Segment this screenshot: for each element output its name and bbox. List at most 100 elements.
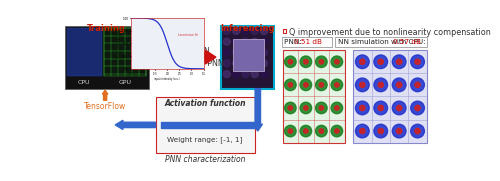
Circle shape (304, 106, 308, 110)
Circle shape (415, 82, 420, 87)
Text: CPU: CPU (78, 80, 90, 85)
Circle shape (284, 56, 296, 68)
Text: Inferencing: Inferencing (220, 24, 275, 33)
Circle shape (374, 78, 388, 92)
Circle shape (224, 49, 230, 56)
Circle shape (331, 125, 342, 137)
Circle shape (378, 129, 384, 134)
Circle shape (232, 49, 239, 56)
Text: 0.57 dB: 0.57 dB (394, 39, 421, 45)
Circle shape (284, 125, 296, 137)
Text: Lorentzian fit: Lorentzian fit (178, 33, 198, 37)
Circle shape (410, 124, 424, 138)
Circle shape (415, 59, 420, 64)
Circle shape (316, 125, 327, 137)
Circle shape (331, 56, 342, 68)
Text: GPU: GPU (119, 80, 132, 85)
Bar (282, 37, 332, 47)
Circle shape (300, 79, 312, 90)
FancyArrow shape (253, 89, 262, 131)
FancyArrow shape (115, 120, 156, 130)
Circle shape (319, 60, 324, 64)
Circle shape (242, 49, 249, 56)
Circle shape (304, 60, 308, 64)
Circle shape (316, 56, 327, 68)
Circle shape (224, 60, 230, 67)
Circle shape (300, 125, 312, 137)
Text: Mapping NN
parameters to PNN: Mapping NN parameters to PNN (146, 47, 224, 68)
Circle shape (260, 71, 268, 77)
Circle shape (260, 28, 268, 34)
Circle shape (260, 60, 268, 67)
Bar (282, 29, 286, 33)
Circle shape (224, 71, 230, 77)
Circle shape (374, 101, 388, 115)
Bar (353, 50, 427, 143)
Circle shape (300, 56, 312, 68)
Text: 0.51 dB: 0.51 dB (294, 39, 322, 45)
Bar (222, 26, 274, 89)
Circle shape (378, 59, 384, 64)
Circle shape (378, 82, 384, 87)
Circle shape (378, 105, 384, 111)
Y-axis label: Photon. intensity (a.u.): Photon. intensity (a.u.) (117, 29, 121, 58)
Circle shape (356, 78, 369, 92)
Circle shape (360, 82, 365, 87)
Bar (104, 28, 146, 76)
Text: Q improvement due to nonlinearity compensation: Q improvement due to nonlinearity compen… (289, 28, 490, 37)
Circle shape (284, 79, 296, 90)
Circle shape (251, 49, 258, 56)
Circle shape (334, 106, 339, 110)
Text: Activation function: Activation function (164, 99, 246, 108)
Circle shape (334, 129, 339, 133)
Circle shape (316, 79, 327, 90)
Circle shape (392, 101, 406, 115)
Circle shape (251, 60, 258, 67)
Circle shape (224, 38, 230, 45)
Circle shape (410, 55, 424, 69)
Text: TensorFlow: TensorFlow (84, 102, 126, 111)
Circle shape (392, 55, 406, 69)
Bar (67, 28, 102, 76)
Circle shape (251, 28, 258, 34)
Circle shape (410, 78, 424, 92)
Circle shape (334, 83, 339, 87)
Circle shape (284, 102, 296, 114)
Circle shape (232, 60, 239, 67)
Circle shape (319, 129, 324, 133)
Text: PNN characterization: PNN characterization (165, 155, 246, 164)
Circle shape (232, 71, 239, 77)
Circle shape (360, 129, 365, 134)
Circle shape (415, 129, 420, 134)
Text: Weight range: [-1, 1]: Weight range: [-1, 1] (168, 136, 242, 143)
Circle shape (360, 105, 365, 111)
Circle shape (304, 129, 308, 133)
Circle shape (396, 105, 402, 111)
FancyArrow shape (102, 90, 108, 100)
Circle shape (304, 83, 308, 87)
Circle shape (288, 106, 292, 110)
Circle shape (319, 106, 324, 110)
Text: NN simulation with CPU:: NN simulation with CPU: (338, 39, 428, 45)
Circle shape (251, 71, 258, 77)
Circle shape (300, 102, 312, 114)
Circle shape (356, 101, 369, 115)
Circle shape (316, 102, 327, 114)
Circle shape (392, 124, 406, 138)
Circle shape (260, 49, 268, 56)
Circle shape (242, 60, 249, 67)
Circle shape (410, 101, 424, 115)
FancyArrow shape (154, 50, 216, 64)
Circle shape (288, 60, 292, 64)
Circle shape (356, 124, 369, 138)
Text: PNN:: PNN: (284, 39, 304, 45)
FancyArrow shape (161, 122, 258, 128)
Circle shape (251, 38, 258, 45)
Circle shape (331, 79, 342, 90)
Circle shape (288, 129, 292, 133)
Text: Training: Training (87, 24, 126, 33)
Circle shape (396, 59, 402, 64)
Bar (233, 39, 264, 71)
Circle shape (360, 59, 365, 64)
Bar (336, 37, 427, 47)
